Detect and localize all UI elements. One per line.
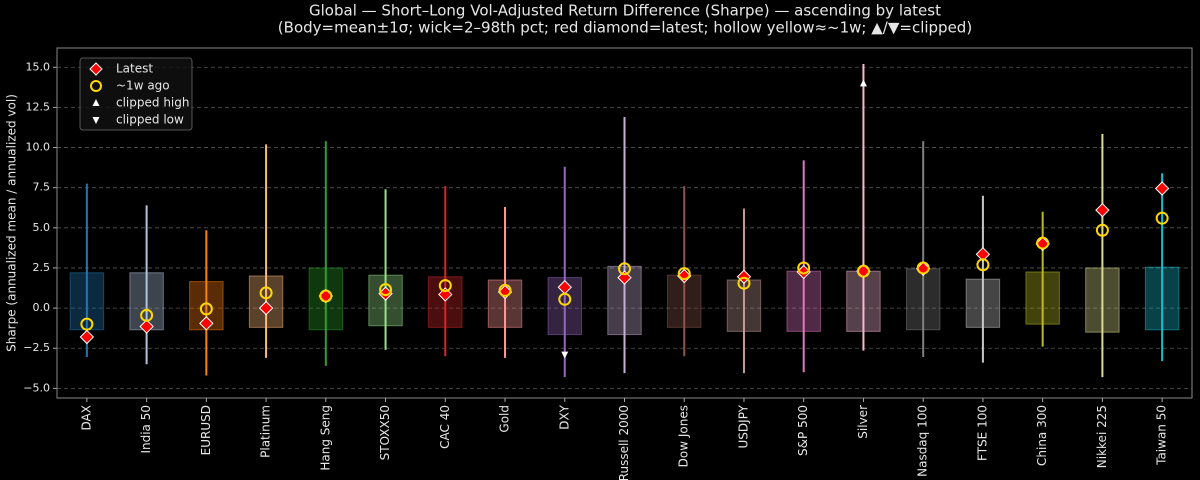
x-tick-label: Dow Jones <box>677 405 691 467</box>
x-tick-label: Platinum <box>259 405 273 458</box>
x-tick-label: Gold <box>498 405 512 433</box>
x-tick-label: Nikkei 225 <box>1095 405 1109 468</box>
legend-label: Latest <box>116 62 153 76</box>
y-tick-label: −2.5 <box>23 341 50 354</box>
x-tick-label: STOXX50 <box>378 405 392 460</box>
week-ago-marker <box>199 302 213 316</box>
x-tick-label: India 50 <box>139 405 153 454</box>
clipped-low-marker <box>561 351 569 359</box>
week-ago-marker <box>498 283 512 297</box>
latest-marker <box>1095 202 1110 218</box>
x-tick-label: Hang Seng <box>318 405 332 471</box>
y-axis-label: Sharpe (annualized mean / annualized vol… <box>5 94 19 352</box>
x-tick-label: Nasdaq 100 <box>916 405 930 477</box>
legend-symbol <box>92 117 100 124</box>
x-tick-label: CAC 40 <box>438 405 452 449</box>
latest-marker <box>258 300 274 316</box>
y-tick-label: 7.5 <box>33 181 51 194</box>
x-tick-label: Taiwan 50 <box>1155 405 1169 466</box>
chart-title: Global — Short–Long Vol-Adjusted Return … <box>309 2 941 20</box>
week-ago-marker <box>259 286 273 300</box>
y-tick-label: 5.0 <box>33 221 51 234</box>
chart-subtitle: (Body=mean±1σ; wick=2–98th pct; red diam… <box>278 19 972 37</box>
y-tick-label: 0.0 <box>33 301 51 314</box>
legend-label: clipped high <box>116 96 189 110</box>
latest-marker <box>677 268 692 284</box>
week-ago-marker <box>737 276 751 290</box>
week-ago-marker <box>438 279 452 293</box>
week-ago-marker <box>1036 236 1050 250</box>
x-tick-label: Silver <box>856 405 870 439</box>
latest-marker <box>975 247 991 262</box>
week-ago-marker <box>797 261 811 275</box>
x-tick-label: S&P 500 <box>796 405 810 456</box>
week-ago-marker <box>856 264 870 278</box>
latest-marker <box>139 319 154 334</box>
x-tick-label: DAX <box>79 405 93 430</box>
legend-symbol <box>89 62 103 76</box>
week-ago-marker <box>916 261 930 275</box>
x-tick-label: EURUSD <box>199 405 213 455</box>
week-ago-marker <box>677 267 691 281</box>
week-ago-marker <box>1155 211 1169 225</box>
latest-marker <box>199 316 214 331</box>
legend-box <box>79 57 193 131</box>
latest-marker <box>617 270 632 285</box>
y-tick-label: 15.0 <box>26 60 51 73</box>
x-tick-label: USDJPY <box>736 404 750 448</box>
week-ago-marker <box>379 283 393 297</box>
latest-marker <box>1154 181 1170 196</box>
y-tick-label: −5.0 <box>23 381 50 394</box>
x-tick-label: FTSE 100 <box>975 405 989 461</box>
y-tick-label: 2.5 <box>33 261 51 274</box>
y-tick-label: 10.0 <box>26 141 51 154</box>
week-ago-marker <box>558 292 572 306</box>
y-tick-label: 12.5 <box>26 100 51 113</box>
week-ago-marker <box>140 308 154 322</box>
x-tick-label: China 300 <box>1035 405 1049 466</box>
week-ago-marker <box>80 317 94 331</box>
x-tick-label: DXY <box>557 404 571 429</box>
latest-marker <box>79 329 95 345</box>
legend: Latest ~1w ago clipped high clipped low <box>79 57 193 131</box>
legend-symbol <box>92 99 100 106</box>
week-ago-marker <box>618 262 631 276</box>
legend-label: clipped low <box>116 113 184 127</box>
legend-label: ~1w ago <box>116 79 170 93</box>
x-tick-label: Russell 2000 <box>617 405 631 480</box>
week-ago-marker <box>319 289 333 303</box>
week-ago-marker <box>1095 223 1109 237</box>
clipped-high-marker <box>859 79 867 87</box>
week-ago-marker <box>976 258 990 272</box>
legend-symbol <box>90 80 102 92</box>
